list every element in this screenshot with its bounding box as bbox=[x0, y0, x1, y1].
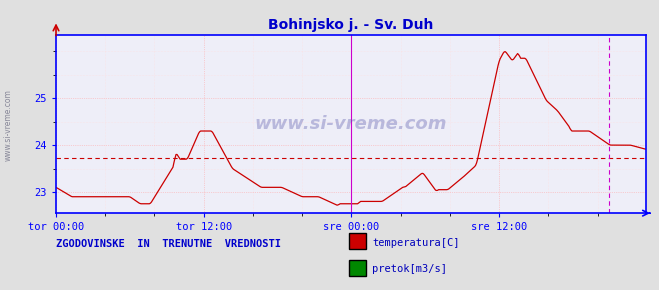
Title: Bohinjsko j. - Sv. Duh: Bohinjsko j. - Sv. Duh bbox=[268, 18, 434, 32]
Text: temperatura[C]: temperatura[C] bbox=[372, 238, 460, 248]
Text: ZGODOVINSKE  IN  TRENUTNE  VREDNOSTI: ZGODOVINSKE IN TRENUTNE VREDNOSTI bbox=[56, 239, 281, 249]
Text: www.si-vreme.com: www.si-vreme.com bbox=[3, 89, 13, 161]
Text: www.si-vreme.com: www.si-vreme.com bbox=[254, 115, 447, 133]
Text: pretok[m3/s]: pretok[m3/s] bbox=[372, 264, 447, 274]
